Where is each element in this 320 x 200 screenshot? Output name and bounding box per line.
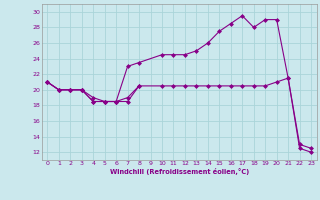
X-axis label: Windchill (Refroidissement éolien,°C): Windchill (Refroidissement éolien,°C)	[109, 168, 249, 175]
